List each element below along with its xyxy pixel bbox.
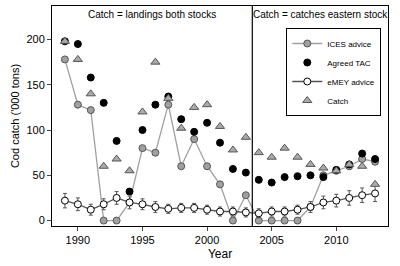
svg-text:1995: 1995 bbox=[130, 234, 154, 246]
svg-text:2010: 2010 bbox=[324, 234, 348, 246]
svg-text:2000: 2000 bbox=[195, 234, 219, 246]
svg-text:150: 150 bbox=[26, 79, 44, 91]
svg-text:Cod catch ('000 tons): Cod catch ('000 tons) bbox=[9, 64, 21, 168]
svg-text:1990: 1990 bbox=[66, 234, 90, 246]
svg-text:Catch = landings both stocks: Catch = landings both stocks bbox=[88, 9, 216, 20]
svg-text:2005: 2005 bbox=[259, 234, 283, 246]
svg-text:0: 0 bbox=[39, 214, 45, 226]
svg-text:50: 50 bbox=[33, 169, 45, 181]
svg-text:Catch = catches eastern stock: Catch = catches eastern stock bbox=[253, 9, 388, 20]
svg-text:Catch: Catch bbox=[327, 97, 348, 106]
svg-text:200: 200 bbox=[26, 33, 44, 45]
svg-text:ICES advice: ICES advice bbox=[327, 40, 372, 49]
svg-text:Agreed TAC: Agreed TAC bbox=[327, 59, 371, 68]
svg-text:Year: Year bbox=[208, 247, 232, 261]
svg-text:eMEY advice: eMEY advice bbox=[327, 78, 375, 87]
svg-text:100: 100 bbox=[26, 124, 44, 136]
